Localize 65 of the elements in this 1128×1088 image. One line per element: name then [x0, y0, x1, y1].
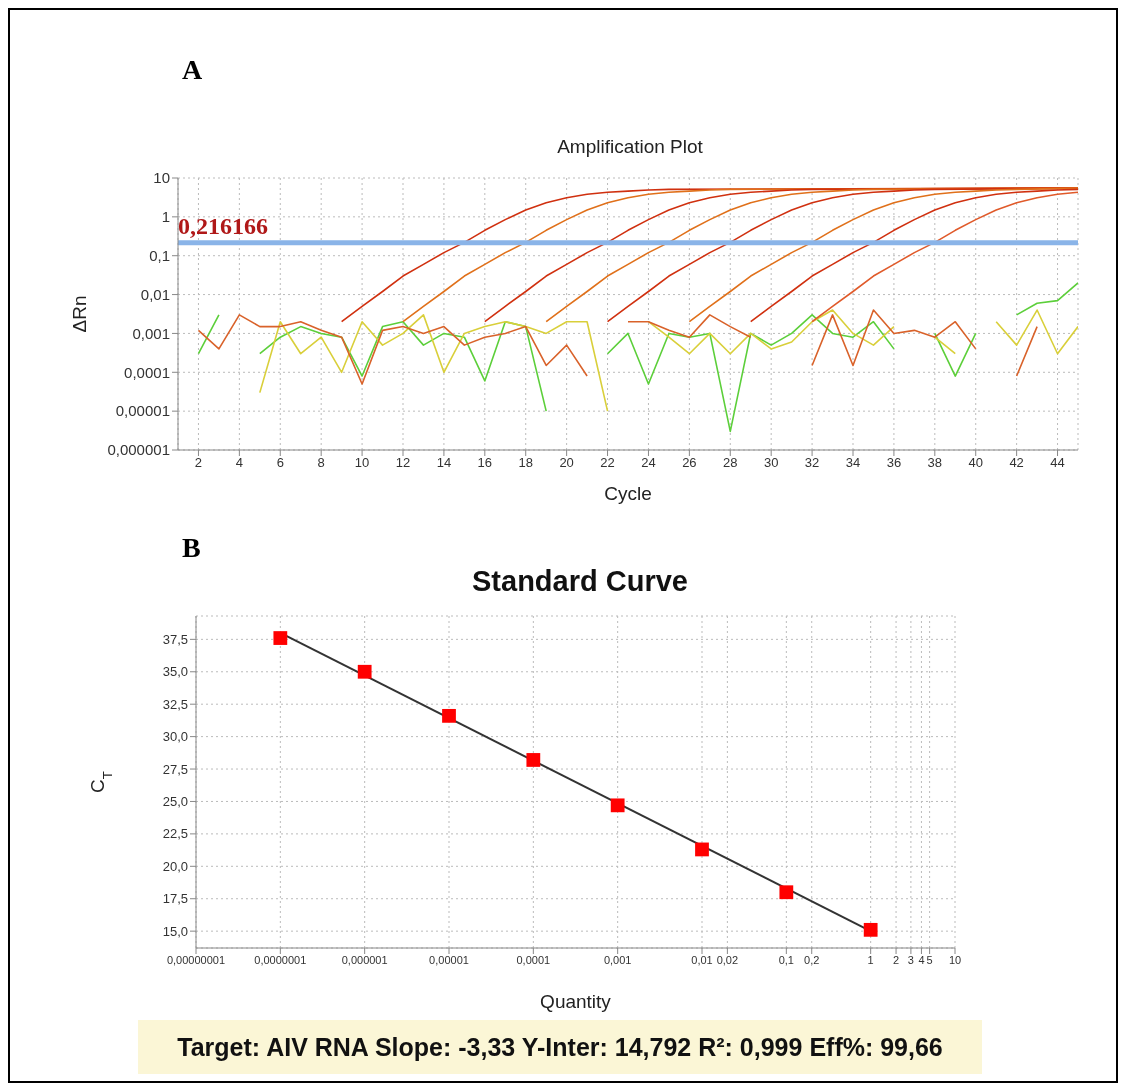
y-tick-label: 17,5	[162, 891, 188, 907]
y-tick-label: 22,5	[162, 826, 188, 842]
x-tick-label: 4	[235, 455, 243, 471]
y-tick-label: 1	[161, 208, 170, 226]
y-tick-label: 0,00001	[115, 402, 170, 420]
x-tick-label: 22	[600, 455, 615, 471]
y-tick-label: 20,0	[162, 858, 188, 874]
x-tick-label: 12	[395, 455, 411, 471]
y-tick-label: 25,0	[162, 794, 188, 810]
y-tick-label: 37,5	[162, 631, 188, 647]
y-tick-label: 32,5	[162, 696, 188, 712]
x-tick-label: 2	[194, 455, 203, 471]
x-tick-label: 5	[926, 953, 933, 966]
x-tick-label: 0,02	[716, 953, 739, 966]
y-tick-label: 35,0	[162, 664, 188, 680]
x-tick-label: 26	[682, 455, 697, 471]
x-tick-label: 20	[559, 455, 574, 471]
x-tick-label: 0,2	[804, 953, 820, 966]
x-tick-label: 0,00001	[429, 953, 469, 966]
x-tick-label: 38	[927, 455, 943, 471]
y-tick-label: 27,5	[162, 761, 188, 777]
text: Target: AIV RNA Slope: -3,33 Y-Inter: 14,792 R²: 0,999 Eff%: 99,66	[138, 1020, 982, 1074]
x-tick-label: 30	[763, 455, 779, 471]
x-tick-label: 8	[317, 455, 325, 471]
x-tick-label: 40	[968, 455, 983, 471]
x-tick-label: 42	[1009, 455, 1024, 471]
y-tick-label: 0,0001	[124, 363, 170, 381]
y-tick-label: 15,0	[162, 923, 188, 939]
y-axis-title: ΔRn	[69, 295, 90, 333]
x-tick-label: 32	[804, 455, 820, 471]
chart-title: Amplification Plot	[556, 136, 704, 158]
x-tick-label: 6	[276, 455, 284, 471]
x-tick-label: 44	[1050, 455, 1065, 471]
x-tick-label: 0,000001	[341, 953, 388, 966]
x-tick-label: 0,1	[778, 953, 794, 966]
x-axis-title: Quantity	[540, 991, 612, 1012]
x-tick-label: 3	[907, 953, 914, 966]
x-tick-label: 16	[477, 455, 493, 471]
x-tick-label: 36	[886, 455, 902, 471]
x-tick-label: 10	[948, 953, 962, 966]
y-tick-label: 0,000001	[107, 441, 170, 459]
x-tick-label: 1	[867, 953, 874, 966]
x-tick-label: 0,001	[603, 953, 632, 966]
y-tick-label: 30,0	[162, 729, 188, 745]
x-tick-label: 0,01	[691, 953, 713, 966]
x-tick-label: 0,0001	[516, 953, 551, 966]
x-tick-label: 4	[918, 953, 925, 966]
x-tick-label: 28	[723, 455, 738, 471]
x-tick-label: 34	[845, 455, 861, 471]
y-tick-label: 0,01	[140, 285, 170, 303]
x-tick-label: 14	[436, 455, 452, 471]
x-tick-label: 18	[518, 455, 533, 471]
y-tick-label: 0,001	[132, 324, 170, 342]
text: A	[182, 54, 203, 86]
text: B	[182, 532, 201, 564]
x-tick-label: 2	[892, 953, 900, 966]
x-tick-label: 24	[641, 455, 656, 471]
chart-title: Standard Curve	[471, 565, 689, 598]
x-tick-label: 0,00000001	[166, 953, 226, 966]
y-tick-label: 0,1	[149, 247, 170, 265]
ref-line-label: 0,216166	[178, 212, 268, 239]
x-tick-label: 0,0000001	[254, 953, 307, 966]
y-tick-label: 10	[153, 169, 170, 187]
x-axis-title: Cycle	[604, 483, 652, 504]
x-tick-label: 10	[354, 455, 370, 471]
